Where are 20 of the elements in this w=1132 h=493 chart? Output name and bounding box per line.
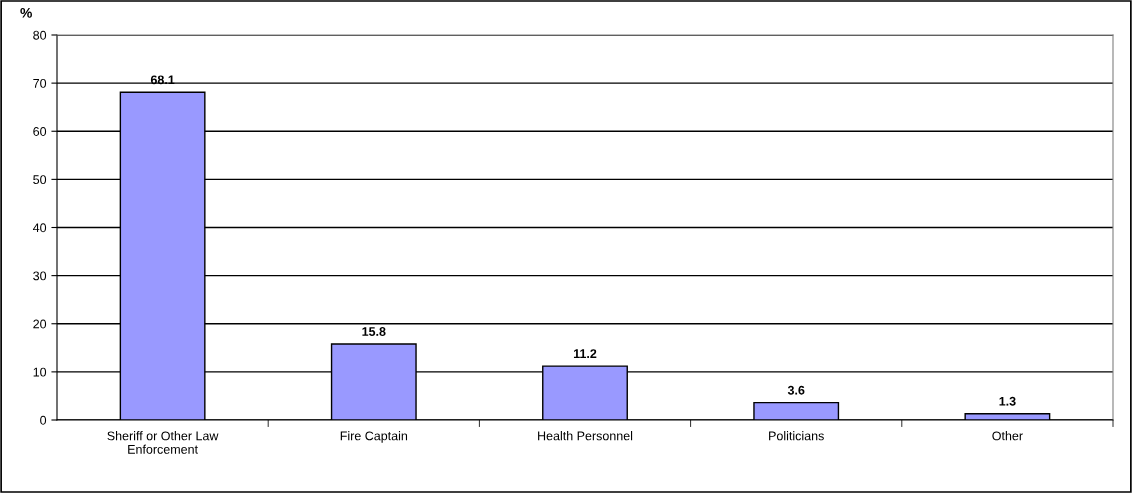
y-tick-label: 40 [32, 223, 47, 233]
x-tick-label: Sheriff or Other Law Enforcement [107, 431, 219, 454]
y-tick-label: 0 [40, 415, 47, 425]
data-label: 68.1 [150, 75, 175, 85]
x-tick-label: Fire Captain [340, 431, 408, 443]
data-label: 1.3 [999, 396, 1016, 406]
data-label: 3.6 [787, 385, 805, 395]
x-tick-label: Politicians [769, 431, 824, 441]
y-tick-label: 60 [33, 127, 47, 136]
y-tick-label: 70 [33, 78, 47, 88]
x-tick-label: Health Personnel [538, 431, 633, 441]
x-tick-label: Other [992, 431, 1023, 441]
y-tick-label: 30 [33, 271, 47, 281]
y-tick-label: 10 [33, 367, 47, 377]
data-label: 11.2 [573, 349, 597, 358]
y-tick-label: 20 [33, 319, 47, 329]
y-tick-label: 50 [33, 175, 47, 185]
y-tick-label: 80 [33, 30, 47, 40]
data-label: 15.8 [362, 327, 386, 336]
y-axis-title: % [20, 7, 32, 18]
